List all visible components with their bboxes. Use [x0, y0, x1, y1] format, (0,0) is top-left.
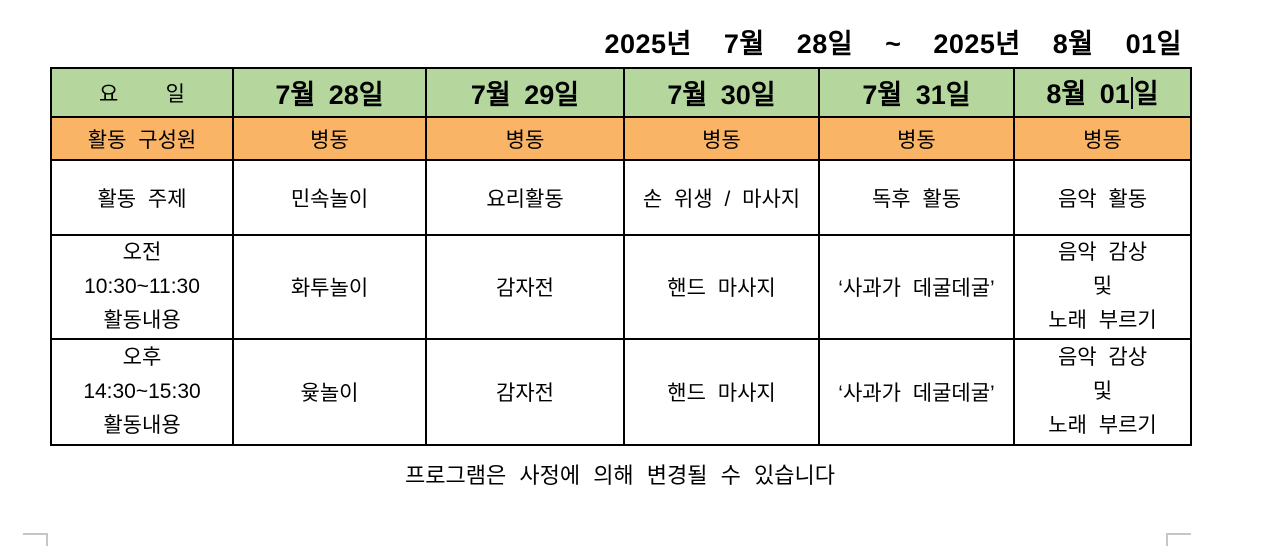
afternoon-cell-tue[interactable]: 감자전 [425, 338, 625, 447]
member-row: 활동 구성원 병동 병동 병동 병동 병동 [50, 116, 1192, 161]
morning-cell-fri[interactable]: 음악 감상 및 노래 부르기 [1013, 233, 1192, 341]
footer-note[interactable]: 프로그램은 사정에 의해 변경될 수 있습니다 [405, 463, 835, 488]
day-header-tue[interactable]: 7월 29일 [425, 67, 625, 118]
page-margin-corner-mark-left [23, 533, 48, 546]
morning-cell-mon[interactable]: 화투놀이 [232, 233, 427, 341]
theme-row-label[interactable]: 활동 주제 [50, 159, 234, 236]
theme-cell-wed[interactable]: 손 위생 / 마사지 [623, 159, 820, 236]
text-cursor [1130, 77, 1133, 110]
member-cell-mon[interactable]: 병동 [232, 116, 427, 161]
day-header-mon[interactable]: 7월 28일 [232, 67, 427, 118]
member-cell-thu[interactable]: 병동 [818, 116, 1015, 161]
member-row-label[interactable]: 활동 구성원 [50, 116, 234, 161]
afternoon-cell-thu[interactable]: ‘사과가 데굴데굴’ [818, 338, 1015, 447]
member-cell-fri[interactable]: 병동 [1013, 116, 1192, 161]
page-margin-corner-mark-right [1166, 533, 1191, 546]
theme-cell-tue[interactable]: 요리활동 [425, 159, 625, 236]
schedule-table: 요 일 7월 28일 7월 29일 7월 30일 7월 31일 8월 01 일 활… [50, 67, 1192, 447]
date-range-title[interactable]: 2025년 7월 28일 ~ 2025년 8월 01일 [604, 29, 1182, 59]
afternoon-activity-row: 오후 14:30~15:30 활동내용 윷놀이 감자전 핸드 마사지 ‘사과가 … [50, 338, 1192, 447]
afternoon-row-label[interactable]: 오후 14:30~15:30 활동내용 [50, 338, 234, 447]
day-header-fri-text-after-cursor: 일 [1133, 78, 1159, 109]
morning-row-label[interactable]: 오전 10:30~11:30 활동내용 [50, 233, 234, 341]
day-header-thu[interactable]: 7월 31일 [818, 67, 1015, 118]
morning-activity-row: 오전 10:30~11:30 활동내용 화투놀이 감자전 핸드 마사지 ‘사과가… [50, 233, 1192, 341]
day-header-fri-text-before-cursor: 8월 01 [1046, 78, 1130, 109]
morning-cell-tue[interactable]: 감자전 [425, 233, 625, 341]
afternoon-cell-fri[interactable]: 음악 감상 및 노래 부르기 [1013, 338, 1192, 447]
theme-cell-mon[interactable]: 민속놀이 [232, 159, 427, 236]
theme-row: 활동 주제 민속놀이 요리활동 손 위생 / 마사지 독후 활동 음악 활동 [50, 159, 1192, 236]
member-cell-wed[interactable]: 병동 [623, 116, 820, 161]
morning-cell-thu[interactable]: ‘사과가 데굴데굴’ [818, 233, 1015, 341]
afternoon-cell-wed[interactable]: 핸드 마사지 [623, 338, 820, 447]
day-header-row: 요 일 7월 28일 7월 29일 7월 30일 7월 31일 8월 01 일 [50, 67, 1192, 118]
afternoon-cell-mon[interactable]: 윷놀이 [232, 338, 427, 447]
morning-cell-wed[interactable]: 핸드 마사지 [623, 233, 820, 341]
theme-cell-fri[interactable]: 음악 활동 [1013, 159, 1192, 236]
theme-cell-thu[interactable]: 독후 활동 [818, 159, 1015, 236]
day-header-label[interactable]: 요 일 [50, 67, 234, 118]
day-header-fri[interactable]: 8월 01 일 [1013, 67, 1192, 118]
member-cell-tue[interactable]: 병동 [425, 116, 625, 161]
day-header-wed[interactable]: 7월 30일 [623, 67, 820, 118]
